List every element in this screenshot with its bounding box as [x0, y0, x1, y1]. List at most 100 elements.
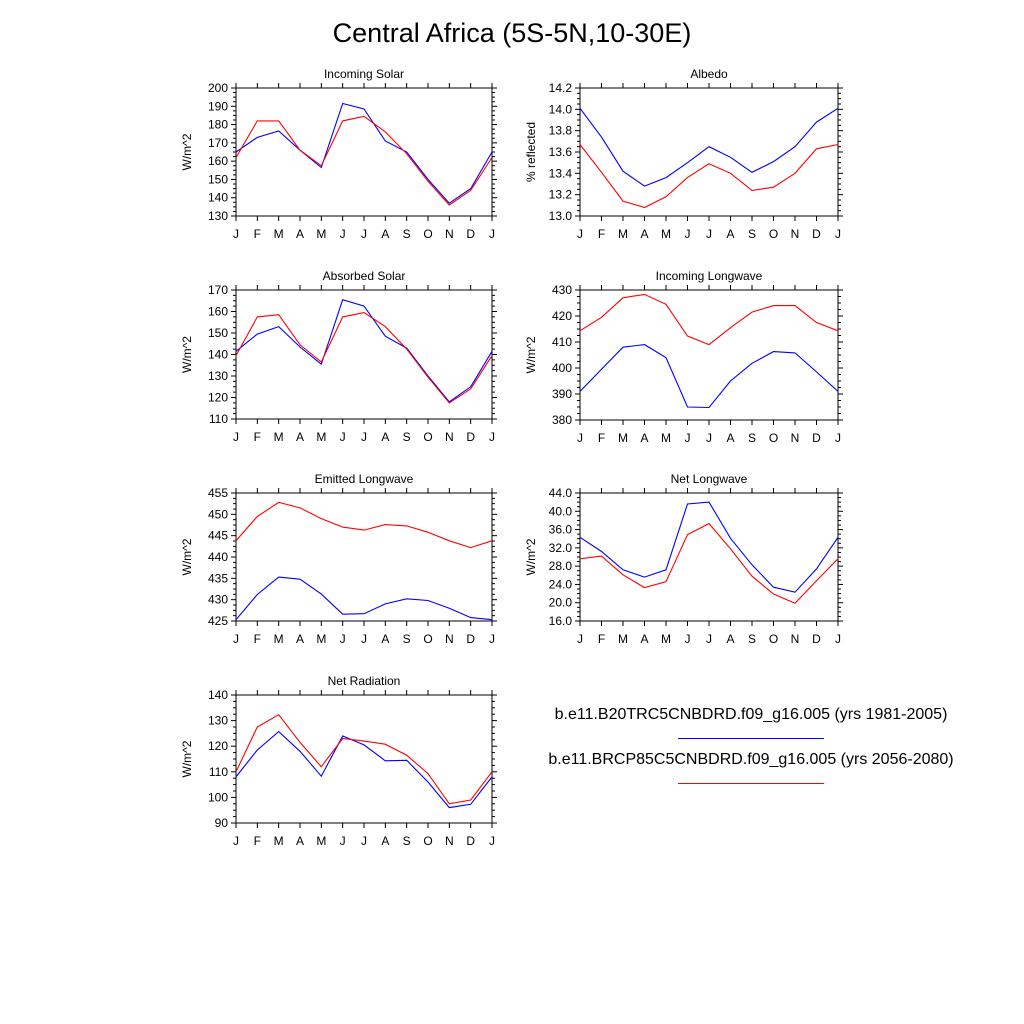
y-tick-label: 130: [208, 369, 228, 383]
y-tick-label: 140: [208, 688, 228, 702]
x-tick-label: M: [661, 227, 671, 241]
y-tick-label: 180: [208, 118, 228, 132]
x-tick-label: J: [489, 632, 495, 646]
y-tick-label: 380: [552, 413, 572, 427]
y-tick-label: 130: [208, 714, 228, 728]
x-tick-label: D: [812, 632, 821, 646]
series-line-rcp85: [235, 713, 493, 805]
x-tick-label: A: [381, 632, 389, 646]
x-tick-label: S: [748, 632, 756, 646]
y-tick-label: 110: [209, 765, 228, 779]
y-tick-label: 435: [208, 571, 228, 585]
y-tick-label: 40.0: [549, 504, 573, 518]
panel-absorbed-solar: Absorbed Solar W/m^2 110 120 130 140 150 160 170…: [180, 269, 497, 444]
y-tick-label: 150: [208, 326, 228, 340]
x-tick-label: J: [489, 227, 495, 241]
series-line-historical: [235, 102, 493, 204]
x-tick-label: M: [316, 430, 326, 444]
y-tick-label: 140: [208, 348, 228, 362]
x-tick-label: F: [598, 227, 605, 241]
x-tick-label: M: [618, 632, 628, 646]
y-tick-label: 140: [208, 191, 228, 205]
panel-title: Absorbed Solar: [323, 269, 406, 283]
y-tick-label: 110: [209, 412, 228, 426]
x-tick-label: O: [769, 431, 778, 445]
y-tick-label: 420: [552, 309, 572, 323]
x-tick-label: J: [706, 227, 712, 241]
x-tick-label: J: [361, 632, 367, 646]
y-tick-label: 44.0: [549, 486, 573, 500]
x-tick-label: J: [340, 430, 346, 444]
panel-incoming-solar: Incoming Solar W/m^2 130 140 150 160 170 180 190…: [180, 67, 497, 241]
x-tick-label: D: [466, 632, 475, 646]
series-line-historical: [579, 501, 839, 593]
x-tick-label: M: [316, 227, 326, 241]
x-tick-label: O: [423, 227, 432, 241]
y-tick-label: 400: [552, 361, 572, 375]
x-tick-label: M: [274, 430, 284, 444]
legend-entry-historical: b.e11.B20TRC5CNBDRD.f09_g16.005 (yrs 198…: [554, 706, 948, 723]
x-tick-label: F: [598, 431, 605, 445]
x-tick-label: A: [381, 834, 389, 848]
x-tick-label: D: [466, 227, 475, 241]
x-tick-label: N: [445, 227, 454, 241]
panel-albedo: Albedo % reflected 13.0 13.2 13.4 13.6 13.8 14.…: [524, 67, 843, 241]
series-line-rcp85: [235, 501, 493, 549]
panel-emitted-longwave: Emitted Longwave W/m^2 425 430 435 440 445 450 4…: [180, 472, 497, 646]
x-tick-label: N: [445, 632, 454, 646]
y-axis-label: W/m^2: [180, 336, 194, 373]
y-tick-label: 170: [208, 283, 228, 297]
x-tick-label: A: [381, 227, 389, 241]
y-tick-label: 16.0: [549, 614, 573, 628]
panel-net-longwave: Net Longwave W/m^2 16.0 20.0 24.0 28.0 32.0 36.…: [524, 472, 843, 646]
x-tick-label: J: [233, 632, 239, 646]
x-tick-label: M: [316, 632, 326, 646]
series-line-rcp85: [579, 293, 839, 346]
series-line-historical: [235, 299, 493, 403]
y-tick-label: 90: [215, 816, 229, 830]
y-axis-label: W/m^2: [524, 336, 538, 373]
x-tick-label: S: [403, 632, 411, 646]
plot-frame: [235, 87, 493, 217]
series-line-historical: [235, 730, 493, 809]
y-tick-label: 13.0: [549, 209, 573, 223]
y-tick-label: 14.2: [549, 81, 573, 95]
y-tick-label: 120: [208, 739, 228, 753]
x-tick-label: F: [254, 632, 261, 646]
y-tick-label: 120: [208, 391, 228, 405]
plot-frame: [579, 492, 839, 622]
y-tick-label: 130: [208, 209, 228, 223]
y-tick-label: 445: [208, 529, 228, 543]
x-tick-label: J: [233, 227, 239, 241]
x-tick-label: A: [726, 632, 734, 646]
x-tick-label: J: [340, 632, 346, 646]
x-tick-label: J: [489, 834, 495, 848]
legend-entry-rcp85: b.e11.BRCP85C5CNBDRD.f09_g16.005 (yrs 20…: [548, 751, 954, 768]
x-tick-label: A: [296, 430, 304, 444]
x-tick-label: J: [361, 227, 367, 241]
x-tick-label: O: [423, 430, 432, 444]
x-tick-label: S: [748, 431, 756, 445]
x-tick-label: M: [274, 227, 284, 241]
x-tick-label: O: [423, 632, 432, 646]
y-tick-label: 160: [208, 154, 228, 168]
y-tick-label: 430: [208, 593, 228, 607]
x-tick-label: J: [706, 431, 712, 445]
panel-title: Incoming Solar: [324, 67, 404, 81]
x-tick-label: A: [726, 431, 734, 445]
series-line-rcp85: [579, 522, 839, 604]
x-tick-label: O: [423, 834, 432, 848]
x-tick-label: M: [661, 431, 671, 445]
series-line-historical: [235, 576, 493, 621]
y-tick-label: 390: [552, 387, 572, 401]
x-tick-label: A: [640, 431, 648, 445]
x-tick-label: J: [340, 834, 346, 848]
series-line-historical: [579, 344, 839, 409]
y-axis-label: W/m^2: [180, 538, 194, 575]
x-tick-label: S: [403, 430, 411, 444]
y-tick-label: 24.0: [549, 577, 573, 591]
x-tick-label: J: [361, 834, 367, 848]
y-tick-label: 455: [208, 486, 228, 500]
x-tick-label: S: [403, 834, 411, 848]
